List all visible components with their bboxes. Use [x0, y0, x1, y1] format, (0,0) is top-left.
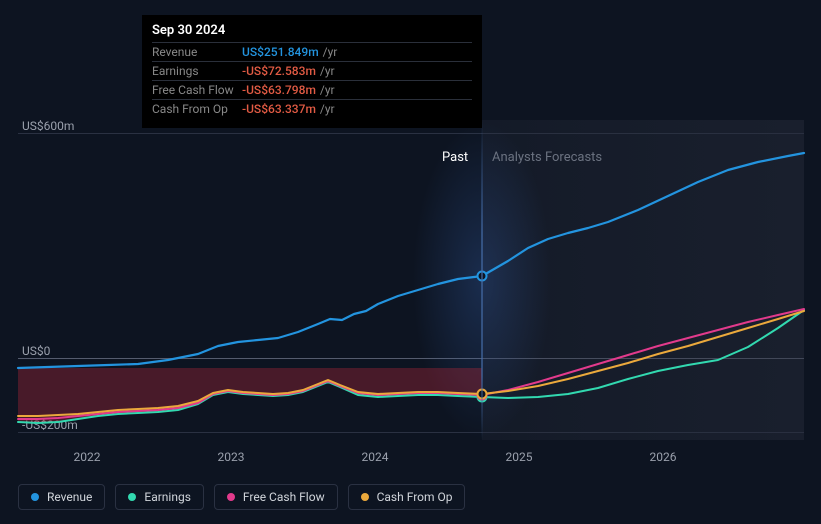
legend-label: Free Cash Flow — [243, 490, 325, 504]
x-axis-label: 2023 — [218, 450, 245, 464]
series-line-revenue — [18, 153, 804, 368]
divider-line — [481, 120, 483, 440]
x-axis-label: 2022 — [74, 450, 101, 464]
x-axis-label: 2025 — [506, 450, 533, 464]
legend: Revenue Earnings Free Cash Flow Cash From O… — [18, 484, 465, 510]
legend-label: Revenue — [47, 490, 92, 504]
tooltip-rows: RevenueUS$251.849m/yrEarnings-US$72.583m… — [152, 42, 472, 118]
tooltip-label: Revenue — [152, 45, 242, 59]
chart-tooltip: Sep 30 2024 RevenueUS$251.849m/yrEarning… — [142, 15, 482, 128]
tooltip-value: -US$63.798m — [242, 83, 316, 97]
chart-svg — [18, 120, 804, 440]
tooltip-row: Free Cash Flow-US$63.798m/yr — [152, 80, 472, 99]
tooltip-unit: /yr — [323, 45, 338, 59]
tooltip-row: RevenueUS$251.849m/yr — [152, 42, 472, 61]
tooltip-unit: /yr — [320, 64, 335, 78]
x-axis-label: 2026 — [650, 450, 677, 464]
tooltip-row: Earnings-US$72.583m/yr — [152, 61, 472, 80]
tooltip-label: Cash From Op — [152, 102, 242, 116]
tooltip-unit: /yr — [320, 83, 335, 97]
tooltip-label: Free Cash Flow — [152, 83, 242, 97]
tooltip-row: Cash From Op-US$63.337m/yr — [152, 99, 472, 118]
forecast-label: Analysts Forecasts — [492, 150, 602, 165]
legend-dot-icon — [361, 493, 369, 501]
tooltip-unit: /yr — [320, 102, 335, 116]
legend-item-revenue[interactable]: Revenue — [18, 484, 105, 510]
legend-dot-icon — [227, 493, 235, 501]
tooltip-value: US$251.849m — [242, 45, 319, 59]
past-label: Past — [442, 150, 468, 165]
legend-label: Earnings — [144, 490, 191, 504]
tooltip-value: -US$72.583m — [242, 64, 316, 78]
chart-area[interactable]: Past Analysts Forecasts — [18, 120, 804, 440]
legend-item-earnings[interactable]: Earnings — [115, 484, 204, 510]
legend-item-fcf[interactable]: Free Cash Flow — [214, 484, 338, 510]
tooltip-date: Sep 30 2024 — [152, 23, 472, 42]
legend-dot-icon — [31, 493, 39, 501]
legend-dot-icon — [128, 493, 136, 501]
legend-label: Cash From Op — [377, 490, 453, 504]
legend-item-cfo[interactable]: Cash From Op — [348, 484, 466, 510]
x-axis-label: 2024 — [362, 450, 389, 464]
tooltip-value: -US$63.337m — [242, 102, 316, 116]
tooltip-label: Earnings — [152, 64, 242, 78]
